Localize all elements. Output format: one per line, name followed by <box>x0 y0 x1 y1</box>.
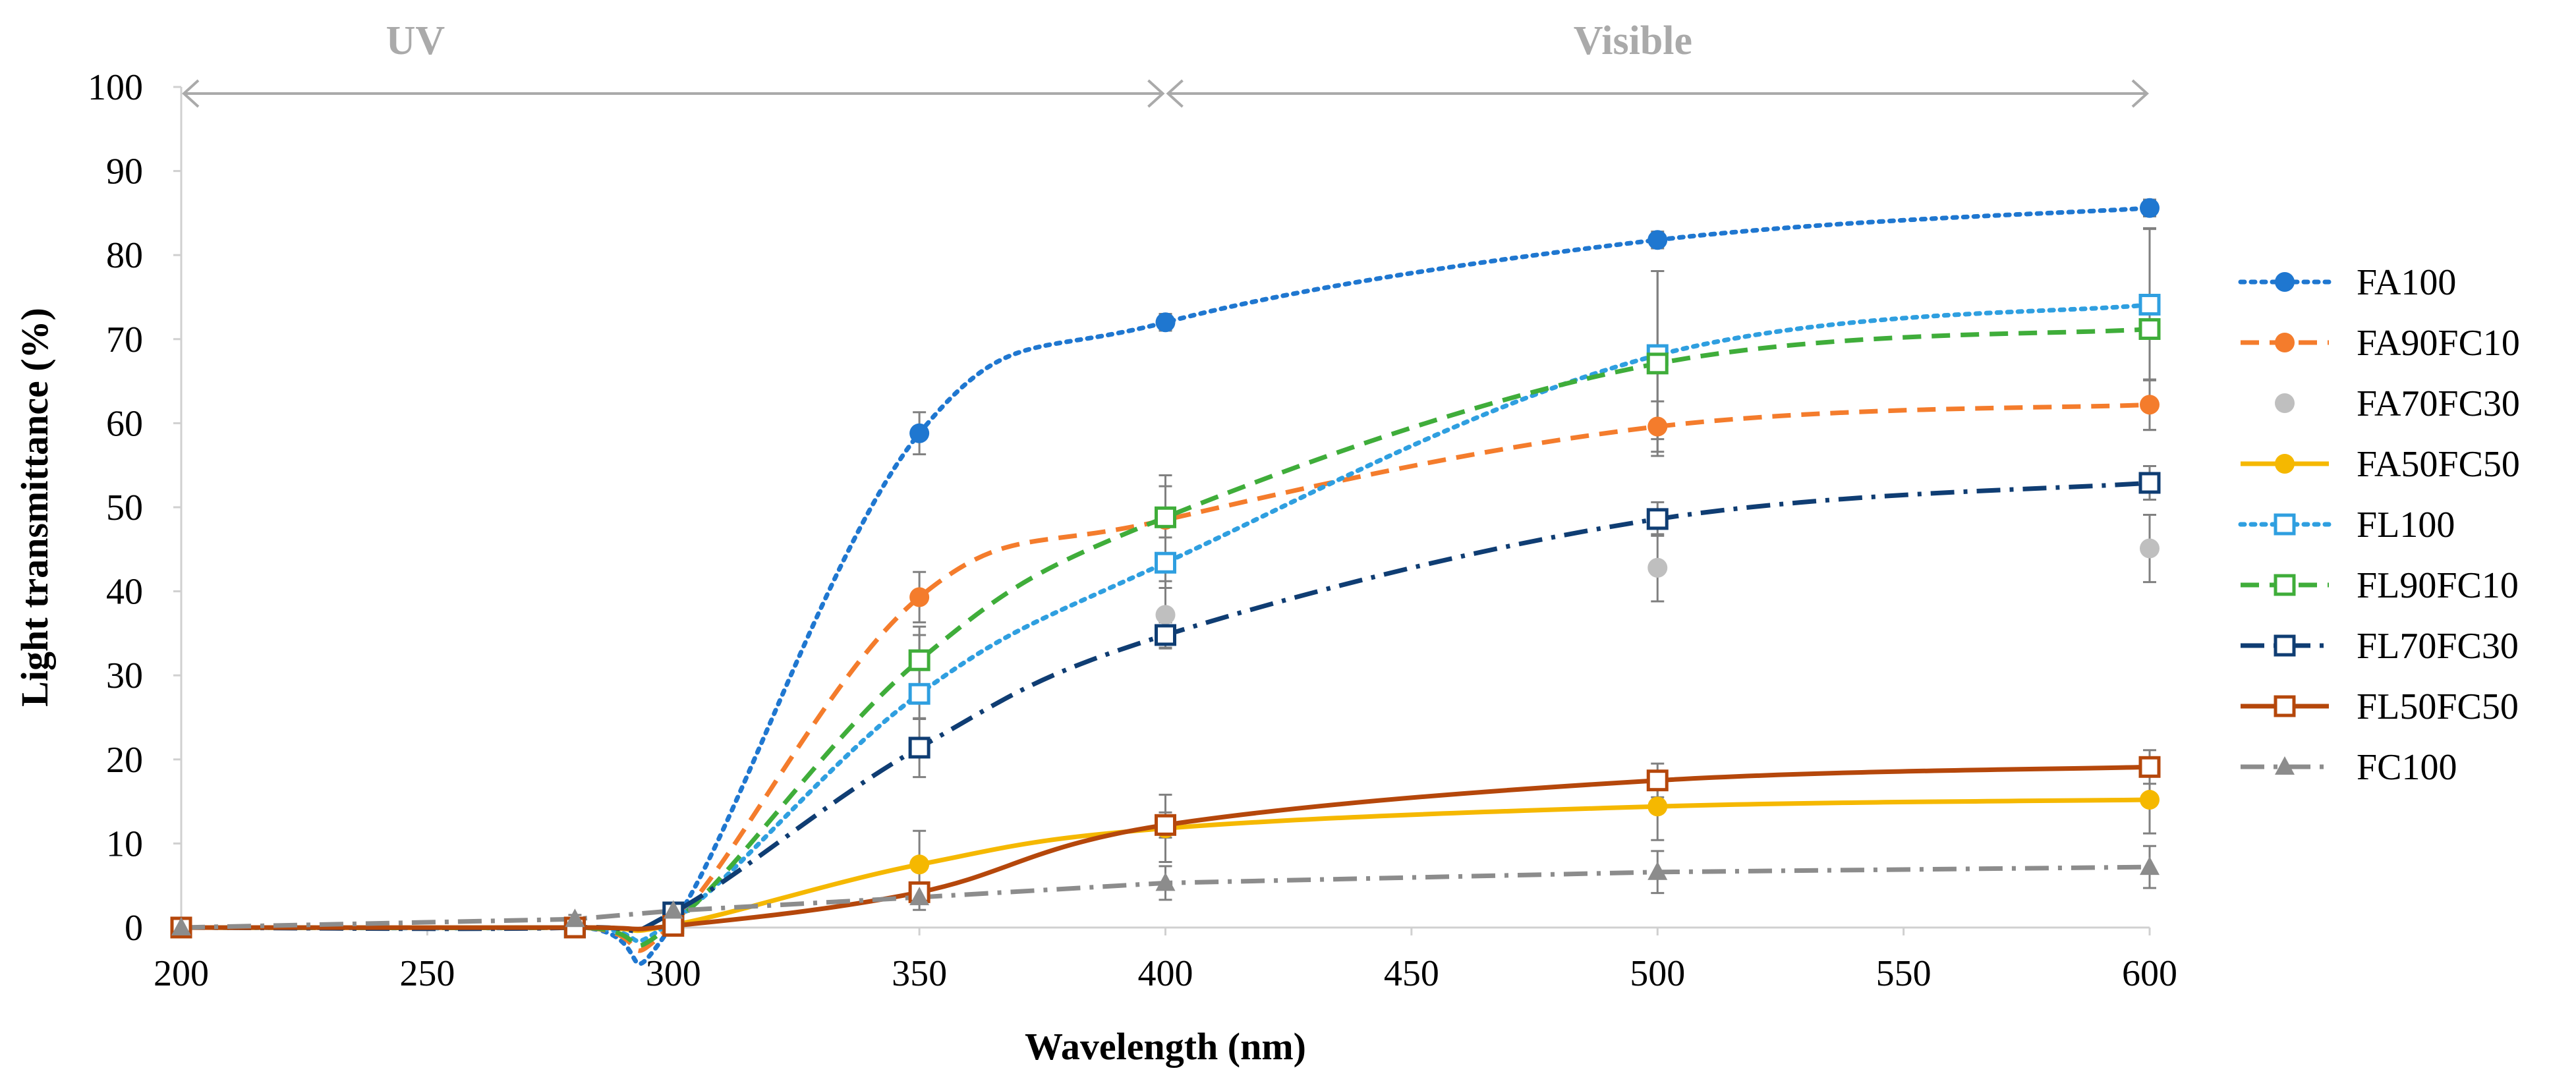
data-point-fl70fc30 <box>2138 472 2161 494</box>
data-point-fa90fc10 <box>909 587 930 607</box>
legend-item-fl50fc50: FL50FC50 <box>2241 686 2519 727</box>
legend-item-fl90fc10: FL90FC10 <box>2241 565 2519 606</box>
data-point-fa100 <box>909 423 930 443</box>
y-tick-label: 30 <box>106 655 143 696</box>
legend-marker <box>2275 393 2295 413</box>
data-point-fl100 <box>1155 551 1176 574</box>
legend-label: FA50FC50 <box>2357 444 2520 485</box>
data-point-fl50fc50 <box>662 914 685 937</box>
legend-marker <box>2274 634 2296 657</box>
y-tick-labels: 0 10 20 30 40 50 60 70 80 90 100 <box>88 67 181 949</box>
data-point-fa70fc30 <box>1647 557 1668 578</box>
x-tick-label: 350 <box>892 953 947 994</box>
y-axis-title: Light transmittance (%) <box>13 308 56 707</box>
data-point-fa70fc30 <box>1155 605 1176 625</box>
data-point-fa90fc10 <box>2140 395 2160 415</box>
data-point-fl50fc50 <box>2138 756 2161 778</box>
legend-item-fa50fc50: FA50FC50 <box>2241 444 2520 485</box>
legend-label: FL100 <box>2357 505 2455 545</box>
data-point-fa50fc50 <box>1647 796 1668 817</box>
data-point-fc100 <box>171 917 191 935</box>
data-point-fl100 <box>2138 293 2161 316</box>
legend-marker <box>2274 574 2296 596</box>
marker-group <box>170 198 2161 939</box>
data-point-fa50fc50 <box>909 854 930 875</box>
data-point-fa100 <box>2140 198 2160 218</box>
x-tick-label: 400 <box>1138 953 1193 994</box>
legend-item-fa90fc10: FA90FC10 <box>2241 323 2520 364</box>
region-label-uv: UV <box>386 18 445 63</box>
data-point-fl90fc10 <box>2138 318 2161 340</box>
legend-label: FC100 <box>2357 747 2457 788</box>
legend-marker <box>2275 272 2295 292</box>
data-point-fa100 <box>1647 230 1668 250</box>
data-point-fc100 <box>565 908 585 928</box>
legend-label: FA100 <box>2357 262 2456 303</box>
legend-item-fa100: FA100 <box>2238 262 2456 303</box>
y-tick-label: 20 <box>106 740 143 781</box>
data-point-fc100 <box>1155 872 1176 891</box>
region-arrowhead-right <box>2131 79 2149 108</box>
legend-marker <box>2275 454 2295 474</box>
region-arrowhead-left <box>1166 79 1184 108</box>
x-tick-label: 250 <box>399 953 455 994</box>
data-point-fa70fc30 <box>2140 538 2160 559</box>
legend-label: FA70FC30 <box>2357 383 2520 424</box>
y-tick-label: 90 <box>106 152 143 192</box>
legend-marker <box>2275 333 2295 352</box>
x-tick-label: 450 <box>1384 953 1439 994</box>
y-tick-label: 100 <box>88 67 143 108</box>
legend-item-fc100: FC100 <box>2241 747 2457 788</box>
x-tick-label: 550 <box>1876 953 1932 994</box>
spectral-regions: UV Visible <box>182 18 2149 108</box>
data-point-fl90fc10 <box>1646 352 1669 375</box>
region-arrowhead-left <box>182 79 200 108</box>
region-label-visible: Visible <box>1574 18 1692 63</box>
y-tick-label: 10 <box>106 823 143 864</box>
data-point-fa100 <box>1155 312 1176 333</box>
y-tick-label: 40 <box>106 572 143 613</box>
data-point-fa50fc50 <box>2140 790 2160 810</box>
x-axis-title: Wavelength (nm) <box>1025 1025 1306 1068</box>
data-point-fc100 <box>1647 861 1668 880</box>
data-point-fl70fc30 <box>1646 508 1669 530</box>
x-tick-labels: 200 250 300 350 400 450 500 550 600 <box>154 928 2177 994</box>
data-point-fc100 <box>909 887 930 906</box>
legend-marker <box>2274 695 2296 717</box>
legend-item-fl70fc30: FL70FC30 <box>2241 626 2519 667</box>
legend-label: FL50FC50 <box>2357 686 2519 727</box>
data-point-fl70fc30 <box>1155 624 1176 646</box>
data-point-fl50fc50 <box>1155 814 1176 836</box>
y-tick-label: 70 <box>106 319 143 360</box>
data-point-fa90fc10 <box>1647 416 1668 437</box>
legend: FA100 FA90FC10 FA70FC30 FA50FC50 FL100 FL90FC… <box>2238 262 2520 788</box>
data-point-fl100 <box>908 682 930 705</box>
data-point-fl90fc10 <box>908 649 930 671</box>
data-point-fl70fc30 <box>908 736 930 759</box>
legend-label: FL70FC30 <box>2357 626 2519 667</box>
legend-item-fl100: FL100 <box>2238 505 2455 545</box>
legend-marker <box>2274 513 2296 536</box>
y-tick-label: 80 <box>106 235 143 276</box>
series-lines <box>170 198 2161 966</box>
legend-marker <box>2275 756 2295 775</box>
data-point-fl50fc50 <box>1646 769 1669 792</box>
data-point-fc100 <box>2140 856 2160 875</box>
x-tick-label: 200 <box>154 953 209 994</box>
x-tick-label: 500 <box>1630 953 1685 994</box>
region-arrowhead-right <box>1147 79 1165 108</box>
x-tick-label: 300 <box>646 953 701 994</box>
y-tick-label: 50 <box>106 487 143 528</box>
x-tick-label: 600 <box>2122 953 2177 994</box>
y-tick-label: 60 <box>106 403 143 444</box>
legend-item-fa70fc30: FA70FC30 <box>2275 383 2520 424</box>
y-tick-label: 0 <box>125 908 143 949</box>
data-point-fc100 <box>663 900 683 919</box>
legend-label: FL90FC10 <box>2357 565 2519 606</box>
legend-label: FA90FC10 <box>2357 323 2520 364</box>
data-point-fl90fc10 <box>1155 506 1176 528</box>
